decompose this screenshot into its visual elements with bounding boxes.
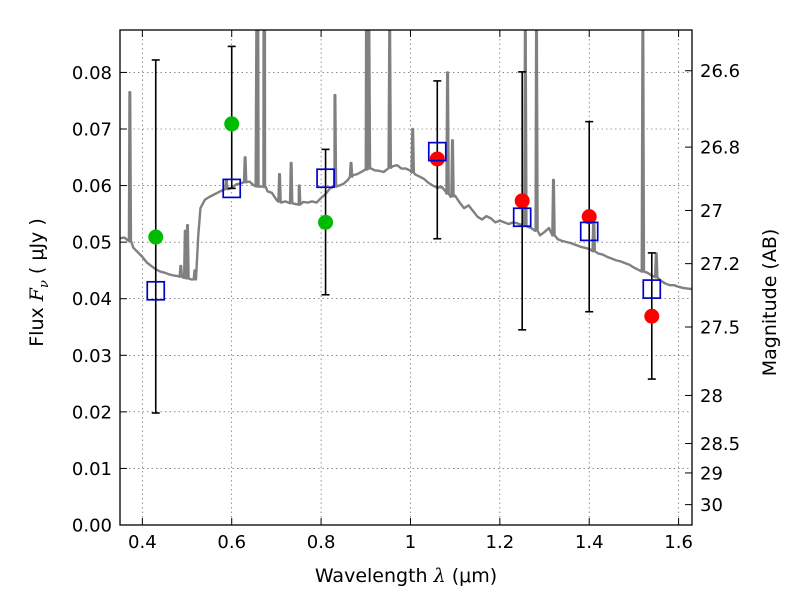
measured-flux-point-red — [514, 193, 530, 209]
measured-flux-point-red — [581, 209, 597, 225]
data-points-layer — [146, 116, 662, 324]
photometry-model-square — [222, 178, 242, 199]
y-tick-label: 0.01 — [72, 459, 112, 480]
y-axis-label-unit: ( μJy ) — [26, 218, 48, 280]
plot-frame — [119, 29, 693, 526]
x-tick-label: 1.2 — [486, 532, 515, 553]
sed-model-layer — [120, 30, 692, 291]
x-axis-label-text: Wavelength — [315, 565, 434, 587]
y-axis-label-symbol: F — [26, 287, 48, 302]
y2-tick-label: 29 — [700, 463, 723, 484]
x-tick-label: 0.8 — [307, 532, 336, 553]
x-axis-label-unit: (μm) — [446, 565, 497, 587]
y-axis-label: Flux Fν ( μJy ) — [26, 218, 52, 347]
y-tick-label: 0.00 — [72, 516, 112, 537]
x-axis-label-symbol: λ — [433, 565, 446, 587]
photometry-model-square — [316, 168, 335, 189]
y-axis-label-subscript: ν — [37, 280, 52, 288]
y-tick-label: 0.08 — [72, 63, 112, 84]
x-tick-label: 1 — [405, 532, 416, 553]
measured-flux-point-green — [318, 214, 334, 230]
y2-tick-label: 27.5 — [700, 318, 740, 339]
x-tick-label: 1.6 — [664, 532, 693, 553]
measured-flux-point-green — [224, 116, 240, 132]
y-axis-label-text: Flux — [26, 301, 48, 347]
y2-tick-label: 27 — [700, 201, 723, 222]
x-axis-label: Wavelength λ (μm) — [315, 565, 497, 587]
measured-flux-point-red — [644, 308, 660, 324]
measured-flux-point-green — [148, 229, 164, 245]
photometry-model-square — [642, 279, 662, 299]
tick-layer: 0.4 0.6 0.8 1 1.2 1.4 1.6 0.00 0.01 0.02 0.03 0.04 0… — [72, 30, 740, 553]
grid — [120, 30, 692, 526]
y2-tick-label: 30 — [700, 495, 723, 516]
measured-flux-point-red — [429, 151, 445, 167]
y2-tick-label: 28.5 — [700, 434, 740, 455]
y2-tick-label: 26.8 — [700, 138, 740, 159]
y-tick-label: 0.02 — [72, 402, 112, 423]
y-tick-label: 0.07 — [72, 120, 112, 141]
y-tick-label: 0.04 — [72, 289, 112, 310]
sed-model-line — [120, 30, 692, 291]
x-tick-label: 0.4 — [128, 532, 157, 553]
y2-axis-label: Magnitude (AB) — [759, 229, 781, 377]
photometry-model-square — [579, 221, 599, 242]
y-tick-label: 0.05 — [72, 233, 112, 254]
photometry-model-square — [427, 141, 447, 162]
y2-tick-label: 26.6 — [700, 61, 740, 82]
photometry-model-square — [512, 207, 532, 228]
x-tick-label: 1.4 — [575, 532, 604, 553]
y2-tick-label: 27.2 — [700, 254, 740, 275]
x-tick-label: 0.6 — [217, 532, 246, 553]
y-tick-label: 0.03 — [72, 346, 112, 367]
y-tick-label: 0.06 — [72, 176, 112, 197]
y2-tick-label: 28 — [700, 386, 723, 407]
photometry-model-square — [146, 280, 166, 301]
